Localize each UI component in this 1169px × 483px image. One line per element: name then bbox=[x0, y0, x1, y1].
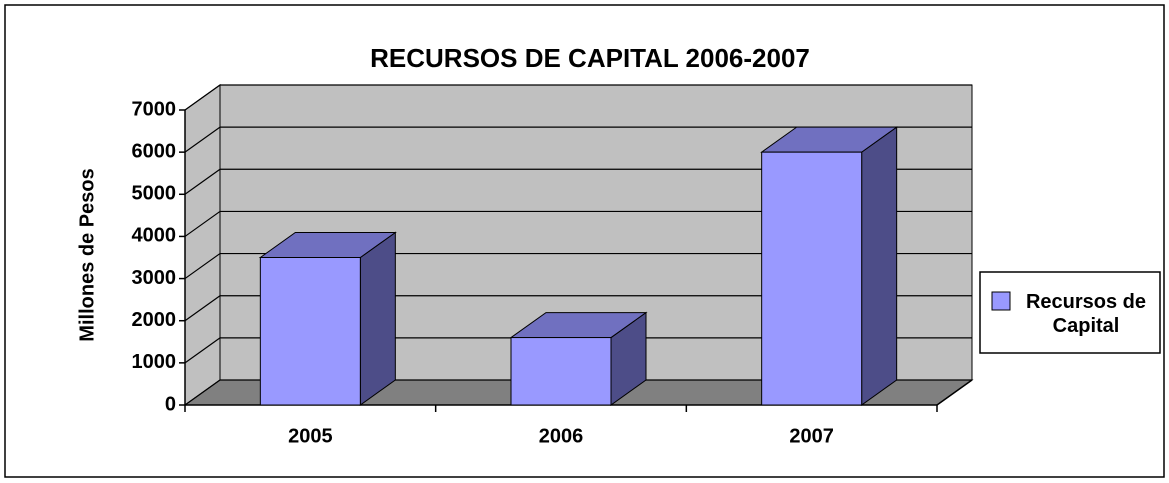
grid-line bbox=[184, 210, 972, 237]
grid-line bbox=[184, 84, 972, 111]
grid-line bbox=[184, 379, 972, 406]
bar bbox=[259, 257, 361, 406]
bar-side bbox=[359, 231, 396, 406]
y-axis-label: Millones de Pesos bbox=[76, 168, 98, 341]
bar bbox=[510, 337, 612, 406]
x-axis-depth bbox=[936, 379, 973, 406]
bar-side bbox=[861, 126, 898, 406]
x-tick-label: 2005 bbox=[288, 425, 333, 447]
y-tick-label: 7000 bbox=[132, 98, 177, 120]
y-tick-label: 6000 bbox=[132, 140, 177, 162]
y-tick-label: 4000 bbox=[132, 225, 177, 247]
grid-line bbox=[184, 168, 972, 195]
bar bbox=[761, 151, 863, 406]
grid-line bbox=[184, 252, 972, 280]
y-tick-label: 2000 bbox=[132, 309, 177, 331]
grid-line bbox=[184, 295, 972, 322]
y-tick-label: 1000 bbox=[132, 351, 177, 373]
side-wall bbox=[184, 84, 221, 406]
y-tick-label: 0 bbox=[165, 393, 176, 415]
legend-box bbox=[979, 271, 1161, 354]
grid-line bbox=[184, 126, 972, 153]
x-tick-label: 2006 bbox=[539, 425, 584, 447]
legend-swatch bbox=[991, 291, 1011, 311]
chart-title: RECURSOS DE CAPITAL 2006-2007 bbox=[370, 43, 810, 73]
x-tick-label: 2007 bbox=[789, 425, 834, 447]
grid-line bbox=[184, 337, 972, 364]
y-tick-label: 5000 bbox=[132, 183, 177, 205]
y-tick-label: 3000 bbox=[132, 267, 177, 289]
legend-label: Recursos de Capital bbox=[1025, 291, 1147, 337]
